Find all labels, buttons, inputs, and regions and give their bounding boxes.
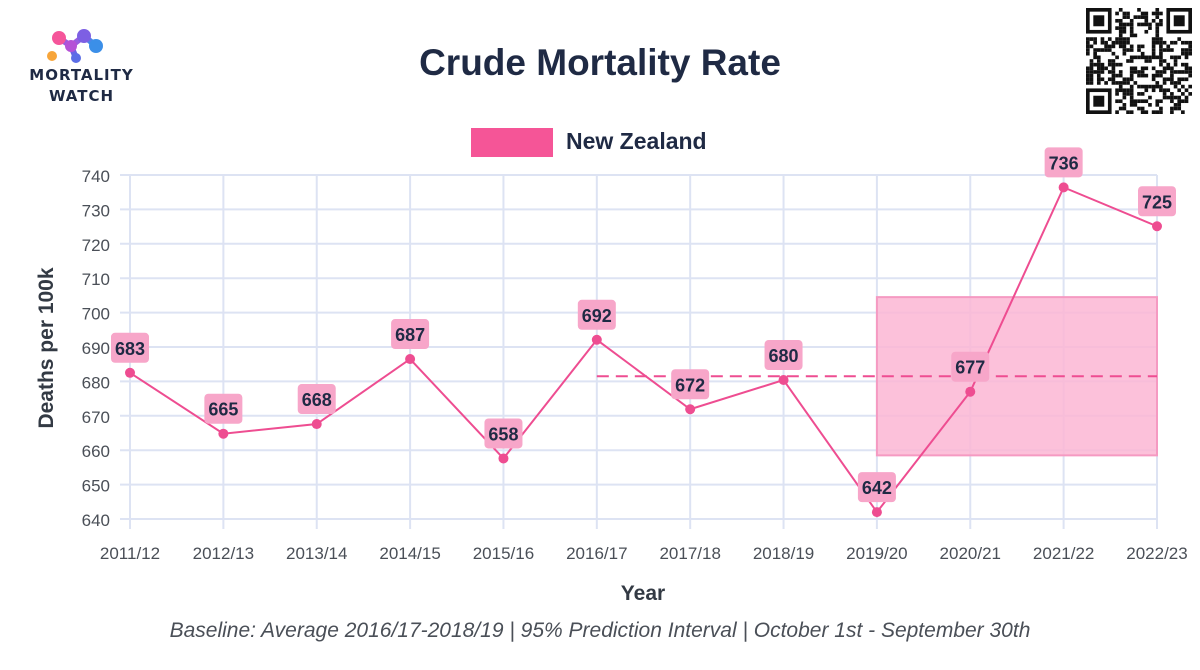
data-label: 658 xyxy=(488,424,518,444)
legend-swatch[interactable] xyxy=(471,128,553,157)
x-tick-label: 2020/21 xyxy=(940,544,1001,563)
x-tick-label: 2011/12 xyxy=(100,544,160,563)
data-point xyxy=(1152,221,1162,232)
data-point xyxy=(591,334,602,345)
data-label: 687 xyxy=(395,325,425,345)
data-point xyxy=(871,507,882,518)
brand-line-1: MORTALITY xyxy=(29,66,134,84)
data-label-bg xyxy=(671,369,710,400)
data-label-bg xyxy=(951,351,990,382)
x-tick-label: 2014/15 xyxy=(379,544,440,563)
data-point xyxy=(311,419,322,430)
y-tick-label: 710 xyxy=(82,270,110,289)
data-label: 736 xyxy=(1049,153,1079,173)
logo-mark-icon xyxy=(47,29,103,63)
data-label: 725 xyxy=(1142,192,1172,212)
data-label-bg xyxy=(297,384,336,415)
x-tick-label: 2012/13 xyxy=(193,544,254,563)
data-point xyxy=(125,367,135,378)
x-tick-label: 2021/22 xyxy=(1033,544,1094,563)
data-label: 642 xyxy=(862,478,892,498)
data-label: 677 xyxy=(955,358,985,378)
data-label-bg xyxy=(391,319,430,350)
data-label: 683 xyxy=(115,339,145,359)
data-point xyxy=(498,453,509,464)
data-label: 680 xyxy=(769,346,799,366)
data-label-bg xyxy=(484,418,523,449)
data-label: 665 xyxy=(208,400,238,420)
x-tick-label: 2022/23 xyxy=(1126,544,1187,563)
x-tick-label: 2013/14 xyxy=(286,544,347,563)
x-axis-label: Year xyxy=(620,582,666,605)
data-point xyxy=(778,375,789,386)
y-tick-label: 680 xyxy=(82,373,110,392)
y-tick-label: 740 xyxy=(82,167,110,186)
chart-title: Crude Mortality Rate xyxy=(419,42,781,83)
chart-caption: Baseline: Average 2016/17-2018/19 | 95% … xyxy=(169,619,1031,642)
data-label-bg xyxy=(577,299,616,330)
y-tick-label: 660 xyxy=(82,442,110,461)
y-tick-label: 700 xyxy=(82,305,110,324)
data-label-bg xyxy=(857,472,896,503)
qr-code-icon[interactable] xyxy=(1086,8,1192,114)
brand-line-2: WATCH xyxy=(48,87,115,105)
y-tick-label: 720 xyxy=(82,236,110,255)
x-tick-label: 2019/20 xyxy=(846,544,907,563)
x-tick-label: 2016/17 xyxy=(566,544,627,563)
x-tick-label: 2017/18 xyxy=(659,544,720,563)
y-tick-label: 690 xyxy=(82,339,110,358)
data-point xyxy=(965,386,976,397)
data-label-bg xyxy=(111,332,149,363)
mortality-watch-logo: MORTALITY WATCH xyxy=(14,16,149,111)
data-label: 672 xyxy=(675,375,705,395)
data-label: 668 xyxy=(302,390,332,410)
data-point xyxy=(1058,182,1069,193)
y-tick-label: 730 xyxy=(82,201,110,220)
data-point xyxy=(218,428,229,439)
data-point xyxy=(405,354,416,365)
data-label: 692 xyxy=(582,306,612,326)
y-tick-label: 650 xyxy=(82,477,110,496)
data-label-bg xyxy=(204,393,243,424)
x-tick-label: 2018/19 xyxy=(753,544,814,563)
y-tick-label: 670 xyxy=(82,408,110,427)
data-label-bg xyxy=(1044,147,1083,178)
legend-label[interactable]: New Zealand xyxy=(566,128,707,154)
x-tick-label: 2015/16 xyxy=(473,544,534,563)
data-label-bg xyxy=(764,340,803,371)
data-point xyxy=(685,404,696,415)
y-tick-label: 640 xyxy=(82,511,110,530)
data-label-bg xyxy=(1138,186,1176,217)
